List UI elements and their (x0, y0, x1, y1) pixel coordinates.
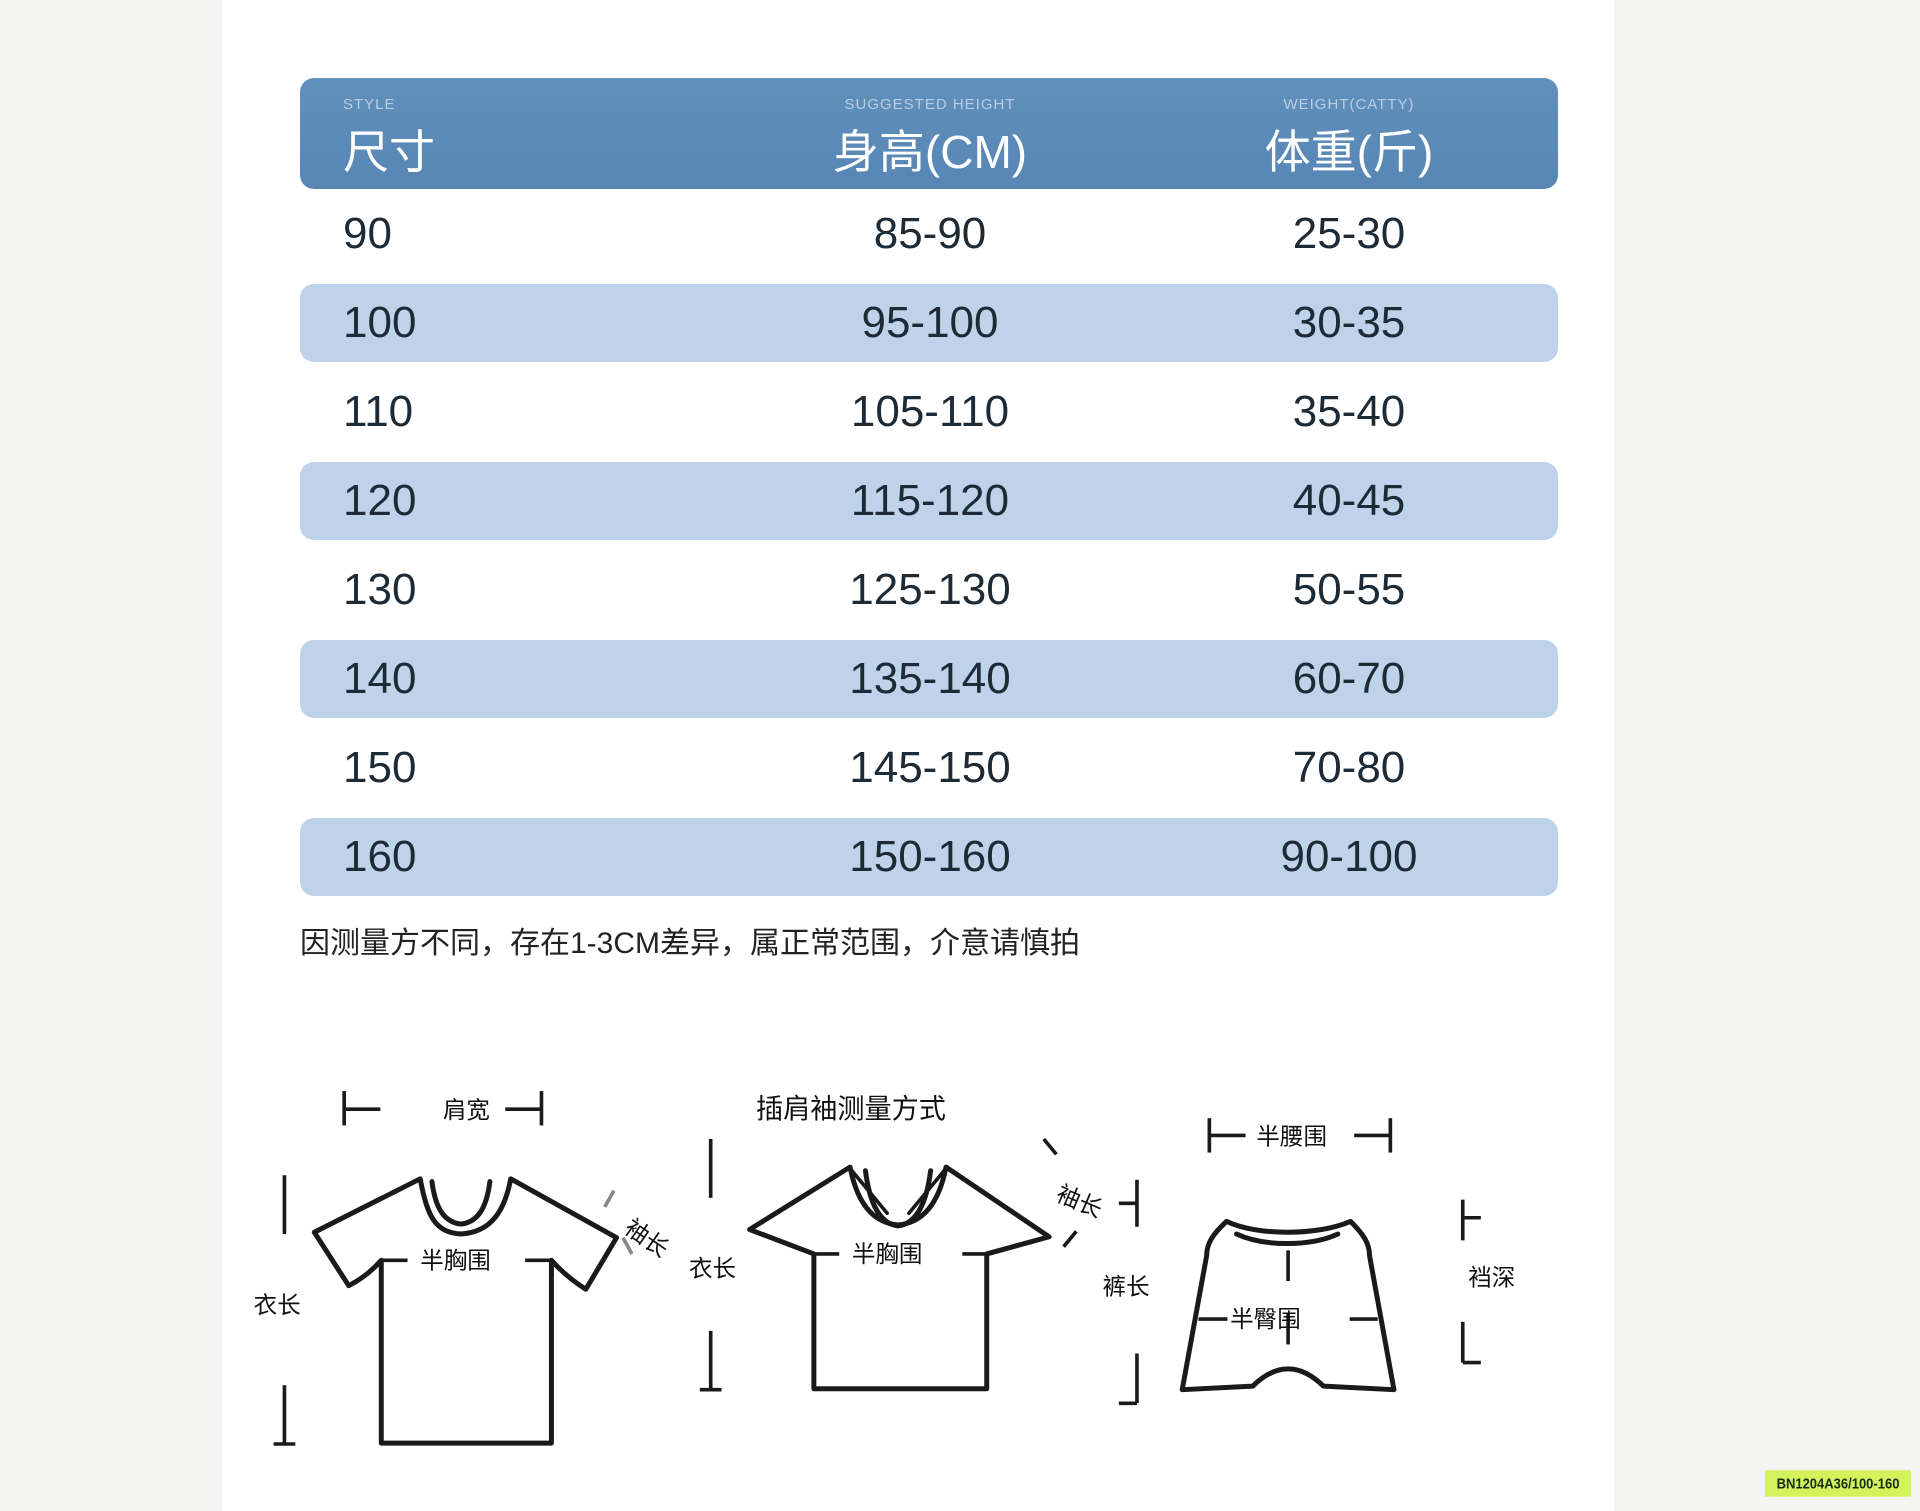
svg-text:肩宽: 肩宽 (443, 1097, 490, 1123)
svg-text:袖长: 袖长 (1053, 1180, 1106, 1222)
svg-text:半胸围: 半胸围 (420, 1247, 491, 1273)
svg-text:半腰围: 半腰围 (1256, 1123, 1327, 1149)
svg-text:插肩袖测量方式: 插肩袖测量方式 (756, 1093, 946, 1124)
svg-text:半臀围: 半臀围 (1230, 1306, 1301, 1332)
svg-text:半胸围: 半胸围 (852, 1241, 923, 1267)
svg-text:裤长: 裤长 (1103, 1274, 1150, 1300)
svg-text:衣长: 衣长 (689, 1256, 736, 1282)
svg-text:裆深: 裆深 (1468, 1265, 1515, 1291)
svg-text:袖长: 袖长 (620, 1214, 670, 1262)
svg-text:衣长: 衣长 (254, 1292, 301, 1318)
